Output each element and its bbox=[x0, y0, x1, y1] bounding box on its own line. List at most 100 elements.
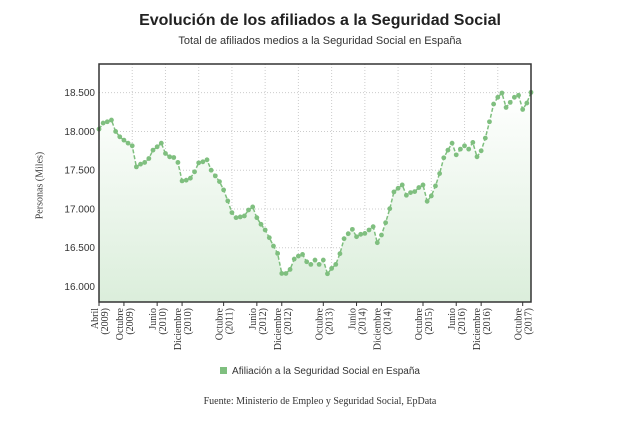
data-point bbox=[225, 198, 231, 204]
data-point bbox=[341, 236, 347, 242]
x-tick-label-line2: (2013) bbox=[324, 308, 335, 335]
x-tick-label-line2: (2010) bbox=[183, 308, 194, 335]
data-point bbox=[424, 198, 430, 204]
x-tick-label: Octubre (2009) bbox=[115, 307, 136, 340]
data-point bbox=[499, 90, 505, 96]
data-point bbox=[217, 179, 222, 185]
legend: Afiliación a la Seguridad Social en Espa… bbox=[0, 366, 640, 377]
data-point bbox=[237, 214, 243, 220]
data-point bbox=[233, 215, 239, 221]
chart-subtitle: Total de afiliados medios a la Seguridad… bbox=[178, 35, 462, 47]
data-point bbox=[250, 204, 256, 210]
x-tick-label-line1: Abril bbox=[90, 308, 101, 329]
chart-title: Evolución de los afiliados a la Segurida… bbox=[139, 12, 501, 29]
data-point bbox=[399, 182, 405, 188]
x-tick-label-line1: Diciembre bbox=[373, 307, 384, 350]
x-tick-label: Octubre (2013) bbox=[314, 307, 335, 340]
data-point bbox=[379, 232, 384, 238]
data-point bbox=[395, 185, 401, 191]
data-point bbox=[433, 183, 438, 189]
plot-frame bbox=[98, 63, 532, 303]
data-point bbox=[349, 226, 355, 232]
x-tick-label-line2: (2014) bbox=[358, 308, 369, 335]
data-point bbox=[333, 262, 339, 267]
data-point bbox=[100, 120, 106, 126]
data-point bbox=[366, 227, 372, 233]
data-point bbox=[266, 235, 272, 241]
data-point bbox=[279, 271, 285, 276]
data-point bbox=[246, 207, 251, 213]
x-tick-label-line2: (2012) bbox=[258, 308, 269, 335]
x-tick-label-line1: Junio bbox=[148, 308, 159, 330]
x-tick-label-line1: Octubre bbox=[414, 307, 425, 340]
data-point bbox=[316, 262, 322, 267]
data-point bbox=[175, 160, 181, 165]
data-point bbox=[387, 206, 393, 212]
data-point bbox=[408, 190, 413, 196]
x-tick-label: Abril (2009) bbox=[90, 308, 111, 335]
data-point bbox=[453, 152, 459, 158]
x-tick-label-line1: Diciembre bbox=[273, 307, 284, 350]
data-point bbox=[524, 100, 530, 106]
data-point bbox=[391, 189, 397, 195]
data-point bbox=[167, 154, 173, 160]
data-point bbox=[154, 144, 160, 150]
x-tick-label: Junio (2016) bbox=[447, 308, 468, 335]
y-tick-label: 17.000 bbox=[64, 204, 95, 215]
data-point bbox=[403, 192, 409, 198]
data-point bbox=[441, 155, 447, 161]
x-tick-label: Octubre (2017) bbox=[514, 307, 535, 340]
data-point bbox=[374, 240, 380, 246]
x-tick-label-line1: Octubre bbox=[115, 307, 126, 340]
x-tick-label: Junio (2014) bbox=[348, 308, 369, 335]
data-point bbox=[229, 210, 235, 216]
data-point bbox=[171, 155, 177, 160]
data-point bbox=[329, 266, 335, 271]
data-point bbox=[445, 147, 451, 153]
y-tick-label: 16.000 bbox=[64, 282, 95, 293]
data-point bbox=[287, 267, 293, 272]
y-tick-label: 18.000 bbox=[64, 127, 95, 138]
data-point bbox=[474, 154, 480, 160]
data-point bbox=[241, 213, 247, 219]
data-point bbox=[221, 187, 227, 193]
x-tick-label: Octubre (2011) bbox=[215, 307, 236, 340]
x-tick-label: Junio (2010) bbox=[148, 308, 169, 335]
data-point bbox=[163, 151, 168, 156]
data-point bbox=[187, 175, 193, 181]
x-tick-label-line2: (2017) bbox=[524, 308, 535, 335]
legend-label: Afiliación a la Seguridad Social en Espa… bbox=[232, 366, 420, 377]
x-tick-label-line2: (2011) bbox=[225, 308, 236, 334]
data-point bbox=[420, 182, 426, 188]
data-point bbox=[129, 143, 135, 149]
data-point bbox=[158, 140, 164, 146]
data-point bbox=[271, 243, 276, 249]
x-tick-label: Diciembre (2012) bbox=[273, 307, 294, 350]
data-point bbox=[482, 135, 488, 141]
data-point bbox=[337, 251, 343, 257]
x-tick-label: Junio (2012) bbox=[248, 308, 269, 335]
x-tick-label-line2: (2010) bbox=[158, 308, 169, 335]
data-point bbox=[416, 185, 422, 190]
data-point bbox=[345, 231, 351, 237]
data-point bbox=[121, 137, 127, 143]
data-point bbox=[146, 156, 152, 161]
data-point bbox=[383, 220, 389, 226]
data-point bbox=[142, 160, 148, 165]
x-tick-label-line1: Octubre bbox=[514, 307, 525, 340]
data-point bbox=[320, 257, 326, 263]
data-point bbox=[204, 157, 210, 163]
data-point bbox=[412, 189, 418, 195]
x-tick-label-line2: (2009) bbox=[125, 308, 136, 335]
data-point bbox=[192, 169, 197, 175]
data-point bbox=[507, 99, 513, 105]
data-point bbox=[437, 171, 443, 176]
y-tick-label: 16.500 bbox=[64, 243, 95, 254]
x-tick-label-line1: Octubre bbox=[215, 307, 226, 340]
source-note: Fuente: Ministerio de Empleo y Seguridad… bbox=[203, 396, 437, 407]
data-point bbox=[275, 250, 281, 256]
data-point bbox=[104, 119, 110, 125]
data-point bbox=[503, 105, 509, 110]
data-point bbox=[304, 259, 310, 265]
